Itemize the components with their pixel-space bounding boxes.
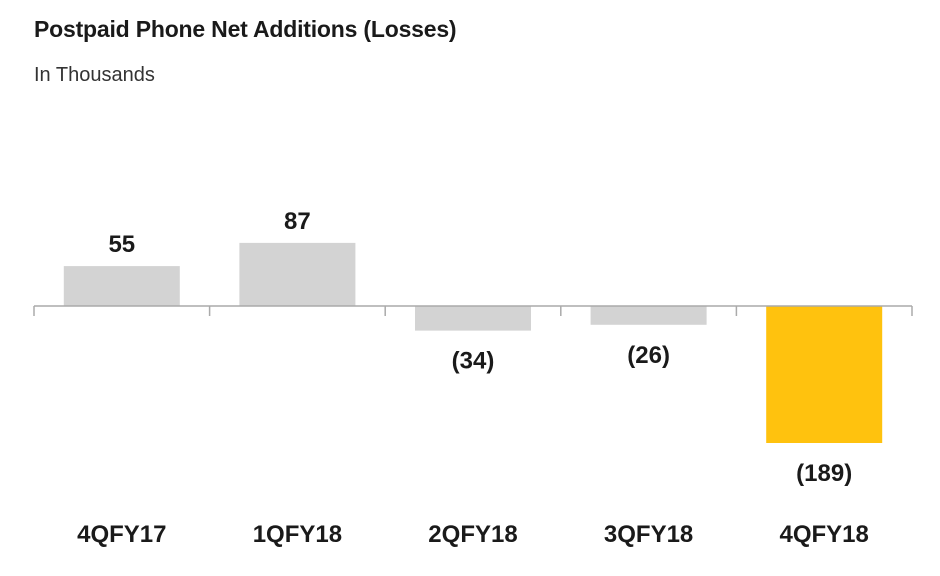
bar-2qfy18 xyxy=(415,306,531,331)
category-label: 4QFY17 xyxy=(77,521,166,548)
value-labels: 55 87 (34) (26) (189) xyxy=(108,208,852,487)
category-label: 1QFY18 xyxy=(253,521,342,548)
value-label: 87 xyxy=(284,208,311,235)
chart-subtitle: In Thousands xyxy=(34,64,155,86)
chart-title: Postpaid Phone Net Additions (Losses) xyxy=(34,16,457,42)
bar-4qfy17 xyxy=(63,266,180,306)
category-label: 3QFY18 xyxy=(604,521,693,548)
bar-1qfy18 xyxy=(239,242,356,306)
value-label: 55 xyxy=(108,231,135,258)
category-label: 2QFY18 xyxy=(428,521,517,548)
x-axis xyxy=(33,305,913,316)
bar-4qfy18 xyxy=(766,306,883,443)
category-labels: 4QFY17 1QFY18 2QFY18 3QFY18 4QFY18 xyxy=(77,521,869,548)
value-label: (34) xyxy=(452,348,495,375)
category-label: 4QFY18 xyxy=(780,521,869,548)
bars-layer xyxy=(63,242,883,443)
value-label: (189) xyxy=(796,460,852,487)
value-label: (26) xyxy=(627,342,670,369)
bar-3qfy18 xyxy=(590,306,707,325)
